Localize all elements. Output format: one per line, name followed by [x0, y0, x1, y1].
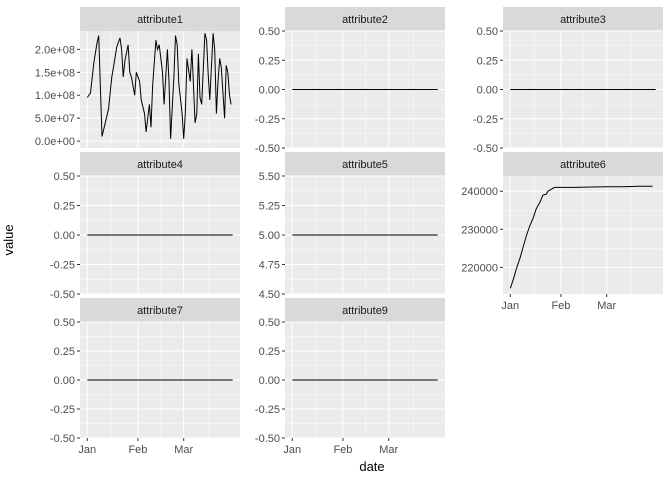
- y-tick-label: -0.50: [255, 433, 280, 445]
- facet-strip-label: attribute3: [560, 14, 606, 26]
- x-tick-label: Mar: [379, 444, 398, 456]
- y-tick-label: 0.25: [54, 201, 75, 213]
- y-tick-label: 0.00: [54, 375, 75, 387]
- y-tick-label: 0.50: [259, 317, 280, 329]
- x-tick-label: Feb: [333, 444, 352, 456]
- y-tick-label: -0.50: [50, 433, 75, 445]
- panels-layer: attribute1 0.0e+00 5.0e+07 1.0e+08 1.5e+08 2.…: [35, 7, 663, 456]
- x-tick-label: Jan: [283, 444, 301, 456]
- y-tick-label: -0.50: [50, 289, 75, 301]
- y-tick-label: 0.0e+00: [35, 136, 75, 148]
- facet-strip-label: attribute5: [342, 159, 388, 171]
- y-tick-label: 4.50: [259, 289, 280, 301]
- y-tick-label: 4.75: [259, 260, 280, 272]
- y-tick-label: -0.50: [255, 143, 280, 155]
- facet-strip: [503, 7, 663, 31]
- y-tick-label: 220000: [461, 262, 498, 274]
- facet-attribute5: attribute5 4.50 4.75 5.00 5.25 5.50: [259, 152, 445, 301]
- panel-background: [503, 176, 663, 294]
- y-tick-label: 1.5e+08: [35, 67, 75, 79]
- y-tick-label: 5.00: [259, 230, 280, 242]
- y-tick-label: 0.00: [259, 85, 280, 97]
- y-tick-label: 5.0e+07: [35, 113, 75, 125]
- facet-strip: [285, 7, 445, 31]
- x-tick-label: Feb: [551, 300, 570, 312]
- facet-strip: [285, 298, 445, 322]
- x-tick-label: Feb: [128, 444, 147, 456]
- facet-strip: [503, 152, 663, 176]
- facet-attribute2: attribute2 -0.50 -0.25 0.00 0.25 0.50: [255, 7, 445, 155]
- y-tick-label: -0.25: [473, 114, 498, 126]
- facet-attribute4: attribute4 -0.50 -0.25 0.00 0.25 0.50: [50, 152, 240, 301]
- series-line-attribute6: [509, 185, 653, 289]
- x-tick-label: Mar: [174, 444, 193, 456]
- facet-strip-label: attribute2: [342, 14, 388, 26]
- facet-strip: [80, 298, 240, 322]
- y-tick-label: -0.25: [255, 404, 280, 416]
- facet-strip: [80, 152, 240, 176]
- y-tick-label: 0.25: [477, 55, 498, 67]
- facet-strip-label: attribute4: [137, 159, 183, 171]
- facet-strip-label: attribute9: [342, 305, 388, 317]
- y-tick-label: 0.50: [259, 26, 280, 38]
- y-tick-label: 5.25: [259, 201, 280, 213]
- y-tick-label: -0.25: [50, 404, 75, 416]
- x-tick-label: Jan: [78, 444, 96, 456]
- y-tick-label: 5.50: [259, 171, 280, 183]
- y-tick-label: -0.50: [473, 143, 498, 155]
- facet-strip-label: attribute1: [137, 14, 183, 26]
- facet-strip-label: attribute6: [560, 159, 606, 171]
- facet-strip-label: attribute7: [137, 305, 183, 317]
- y-tick-label: 0.00: [477, 85, 498, 97]
- y-tick-label: 0.50: [54, 171, 75, 183]
- y-tick-label: 0.25: [54, 346, 75, 358]
- facet-strip: [285, 152, 445, 176]
- y-axis-title: value: [1, 224, 16, 255]
- facet-attribute1: attribute1 0.0e+00 5.0e+07 1.0e+08 1.5e+08 2.…: [35, 7, 240, 148]
- facet-attribute9: attribute9 -0.50 -0.25 0.00 0.25 0.50 Jan Feb Ma…: [255, 298, 445, 456]
- y-tick-label: 0.00: [54, 230, 75, 242]
- y-tick-label: 0.25: [259, 346, 280, 358]
- y-tick-label: 0.25: [259, 55, 280, 67]
- x-axis-title: date: [359, 459, 384, 474]
- y-tick-label: 1.0e+08: [35, 90, 75, 102]
- facet-strip: [80, 7, 240, 31]
- facet-attribute6: attribute6 220000 230000 240000 Jan Feb Mar: [461, 152, 663, 312]
- y-tick-label: 0.50: [477, 26, 498, 38]
- y-tick-label: 230000: [461, 224, 498, 236]
- y-tick-label: 2.0e+08: [35, 44, 75, 56]
- y-tick-label: -0.25: [50, 260, 75, 272]
- facet-attribute7: attribute7 -0.50 -0.25 0.00 0.25 0.50 Jan Feb Ma…: [50, 298, 240, 456]
- y-tick-label: 0.00: [259, 375, 280, 387]
- series-line-attribute1: [86, 33, 232, 139]
- y-tick-label: 0.50: [54, 317, 75, 329]
- y-tick-label: -0.25: [255, 114, 280, 126]
- x-tick-label: Jan: [501, 300, 519, 312]
- x-tick-label: Mar: [597, 300, 616, 312]
- y-tick-label: 240000: [461, 186, 498, 198]
- facet-attribute3: attribute3 -0.50 -0.25 0.00 0.25 0.50: [473, 7, 663, 155]
